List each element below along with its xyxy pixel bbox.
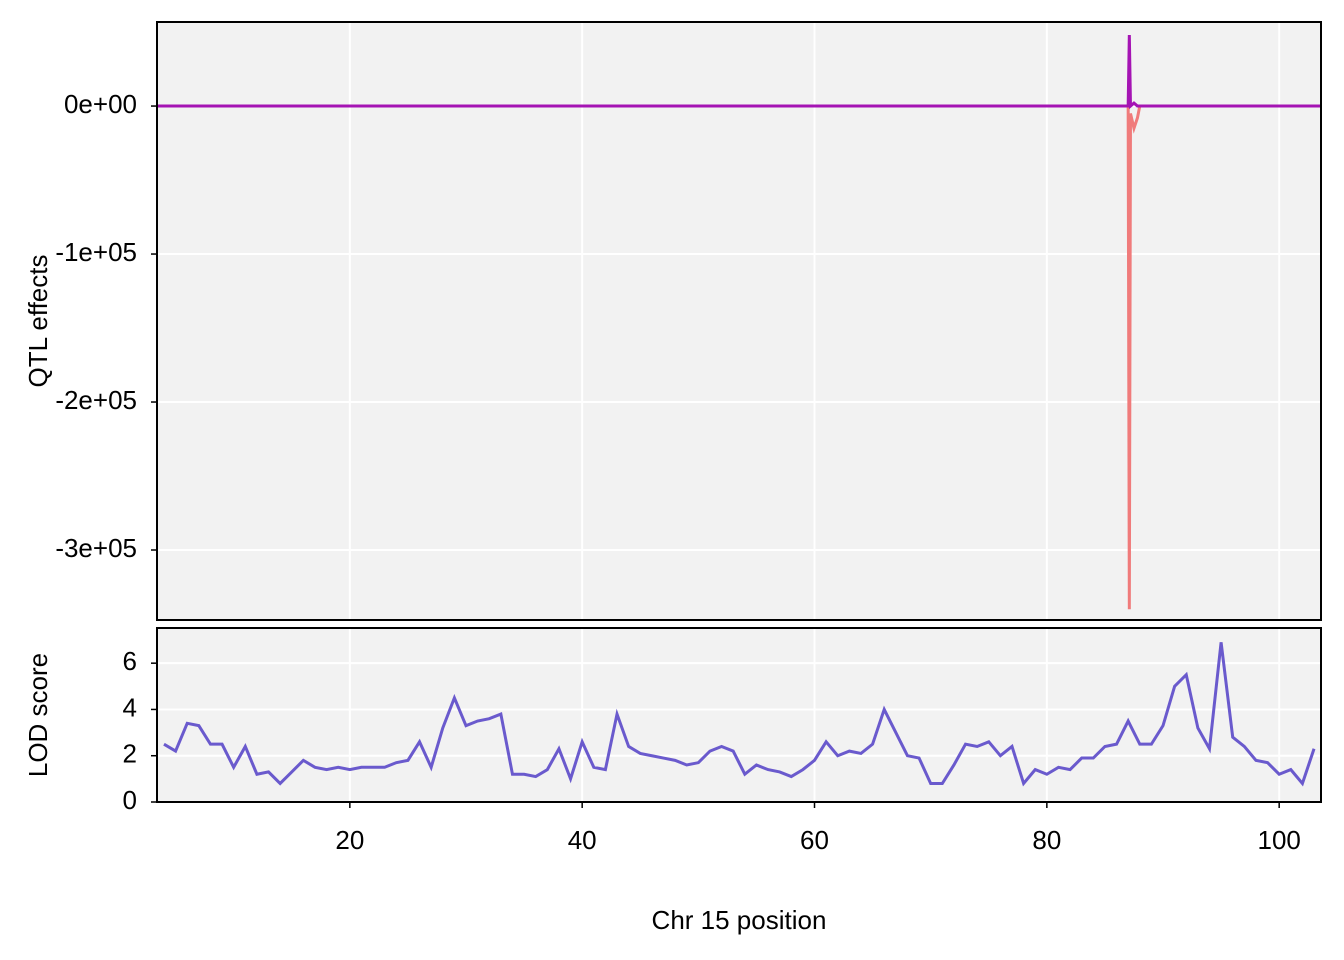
plot-area (163, 642, 1316, 787)
y-tick-label: 2 (123, 739, 137, 769)
panel-background (157, 628, 1321, 802)
plot-area (157, 34, 1321, 610)
y-tick-label: -2e+05 (55, 385, 137, 415)
x-tick-label: 40 (568, 825, 597, 855)
panel-background (157, 22, 1321, 620)
y-tick-label: -3e+05 (55, 533, 137, 563)
x-tick-label: 80 (1032, 825, 1061, 855)
y-tick-label: -1e+05 (55, 237, 137, 267)
x-axis-label: Chr 15 position (652, 905, 827, 935)
y-tick-label: 0 (123, 785, 137, 815)
y-tick-label: 4 (123, 692, 137, 722)
panel-border (156, 627, 1322, 803)
x-tick-label: 60 (800, 825, 829, 855)
panel-border (156, 21, 1322, 621)
x-tick-label: 20 (335, 825, 364, 855)
y-axis-label: QTL effects (23, 255, 53, 388)
data-line (163, 642, 1316, 787)
y-tick-label: 6 (123, 646, 137, 676)
y-tick-label: 0e+00 (64, 89, 137, 119)
data-line (157, 34, 1321, 110)
y-axis-label: LOD score (23, 653, 53, 777)
x-tick-label: 100 (1257, 825, 1300, 855)
